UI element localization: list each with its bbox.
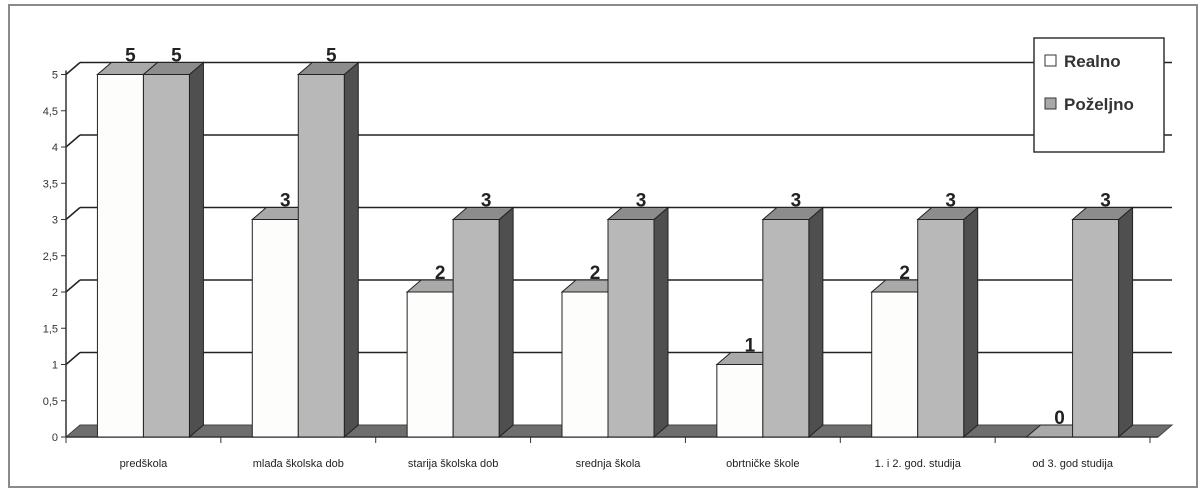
legend-swatch-pozeljno: [1044, 97, 1057, 110]
bar-realno: [251, 219, 299, 438]
y-tick-label: 1: [52, 360, 58, 372]
y-tick-label: 1,5: [43, 323, 58, 335]
data-label-realno: 2: [899, 263, 910, 284]
legend-label-realno: Realno: [1064, 52, 1121, 71]
data-label-pozeljno: 3: [1100, 191, 1111, 212]
y-tick-label: 2,5: [43, 251, 58, 263]
x-category-label: mlađa školska dob: [253, 458, 344, 470]
bar-pozeljno: [1072, 219, 1120, 438]
axis-layer: 0 0,5 1 1,5 2 2,5 3 3,5 4 4,5 5 predškola mlađa škol…: [43, 70, 1158, 470]
y-tick-label: 0,5: [43, 396, 58, 408]
bar-pozeljno: [142, 74, 190, 438]
bar-layer: [96, 61, 1134, 439]
data-label-pozeljno: 5: [326, 46, 337, 67]
gridline-diagonal: [65, 61, 81, 76]
bar-side-pozeljno: [808, 206, 824, 439]
x-category-label: predškola: [120, 458, 169, 470]
y-tick-label: 0: [52, 432, 58, 444]
bar-pozeljno: [762, 219, 810, 438]
data-label-realno: 5: [125, 46, 136, 67]
y-tick-label: 4: [52, 142, 58, 154]
x-category-label: obrtničke škole: [726, 458, 799, 470]
y-tick-label: 5: [52, 70, 58, 82]
y-tick-label: 3: [52, 215, 58, 227]
bar-realno: [871, 291, 919, 438]
data-label-pozeljno: 3: [636, 191, 647, 212]
x-category-label: starija školska dob: [408, 458, 499, 470]
y-tick-label: 2: [52, 287, 58, 299]
bar-top-pozeljno: [606, 207, 670, 220]
bar-top-pozeljno: [142, 62, 205, 75]
bar-top-pozeljno: [761, 207, 825, 220]
legend: Realno Poželjno: [1033, 37, 1165, 153]
bar-side-pozeljno: [188, 61, 204, 439]
legend-label-pozeljno: Poželjno: [1064, 95, 1134, 114]
x-category-label: srednja škola: [576, 458, 642, 470]
data-label-realno: 3: [280, 191, 291, 212]
bar-realno: [96, 74, 144, 438]
legend-swatch-realno: [1044, 54, 1057, 67]
gridline-diagonal: [65, 279, 81, 293]
bar-realno: [561, 291, 609, 438]
bar-side-pozeljno: [653, 206, 669, 439]
data-label-realno: 1: [745, 336, 756, 357]
bar-top-pozeljno: [296, 62, 360, 75]
data-label-pozeljno: 3: [791, 191, 802, 212]
bar-top-pozeljno: [451, 207, 515, 220]
gridline-diagonal: [65, 206, 81, 221]
y-tick-label: 3,5: [43, 178, 58, 190]
data-label-realno: 2: [590, 263, 601, 284]
y-tick-label: 4,5: [43, 106, 58, 118]
gridline-diagonal: [65, 351, 81, 366]
bar-side-pozeljno: [963, 206, 979, 439]
data-label-pozeljno: 5: [171, 46, 182, 67]
bar-realno: [716, 364, 764, 438]
x-category-label: od 3. god studija: [1032, 458, 1114, 470]
gridline-diagonal: [65, 134, 81, 148]
label-layer: 5 5 3 5 2 3 2 3 1 3 2 3 0 3: [125, 46, 1111, 430]
bar-pozeljno: [297, 74, 345, 438]
bar-side-pozeljno: [343, 61, 359, 439]
x-category-label: 1. i 2. god. studija: [875, 458, 962, 470]
bar-pozeljno: [452, 219, 500, 438]
data-label-pozeljno: 3: [481, 191, 492, 212]
data-label-realno: 0: [1054, 408, 1065, 429]
bar-top-pozeljno: [1071, 207, 1134, 220]
bar-realno: [406, 291, 454, 438]
bar-top-pozeljno: [916, 207, 980, 220]
bar-pozeljno: [917, 219, 965, 438]
data-label-realno: 2: [435, 263, 446, 284]
bar-pozeljno: [607, 219, 655, 438]
bar-side-pozeljno: [498, 206, 514, 439]
bar-side-pozeljno: [1118, 206, 1134, 439]
data-label-pozeljno: 3: [945, 191, 956, 212]
